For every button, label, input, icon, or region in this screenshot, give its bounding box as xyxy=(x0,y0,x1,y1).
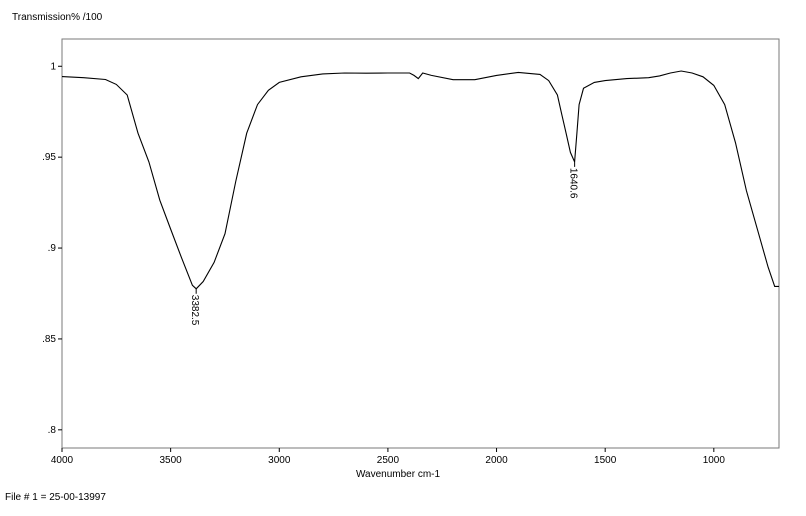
x-tick-label: 2000 xyxy=(485,455,508,466)
x-tick-label: 4000 xyxy=(51,455,74,466)
peak-label: 3382.5 xyxy=(189,295,200,326)
x-axis: 4000 3500 3000 2500 2000 1500 1000 xyxy=(51,448,726,466)
y-axis-title: Transmission% /100 xyxy=(12,12,103,23)
y-tick-label: 1 xyxy=(50,61,56,72)
x-tick-label: 2500 xyxy=(377,455,400,466)
peak-label: 1640.6 xyxy=(568,168,579,199)
x-tick-label: 1500 xyxy=(594,455,617,466)
y-tick-label: .95 xyxy=(42,152,56,163)
x-tick-label: 1000 xyxy=(703,455,726,466)
y-tick-label: .9 xyxy=(48,243,57,254)
x-tick-label: 3000 xyxy=(268,455,291,466)
spectrum-line xyxy=(61,70,779,290)
y-tick-label: .8 xyxy=(48,425,57,436)
y-tick-label: .85 xyxy=(42,334,56,345)
x-axis-label: Wavenumber cm-1 xyxy=(356,469,441,480)
y-axis: .8 .85 .9 .95 1 xyxy=(42,61,62,436)
peak-annotations: 3382.5 1640.6 xyxy=(189,161,579,326)
file-label: File # 1 = 25-00-13997 xyxy=(5,492,106,503)
plot-frame xyxy=(61,38,780,449)
x-tick-label: 3500 xyxy=(160,455,183,466)
